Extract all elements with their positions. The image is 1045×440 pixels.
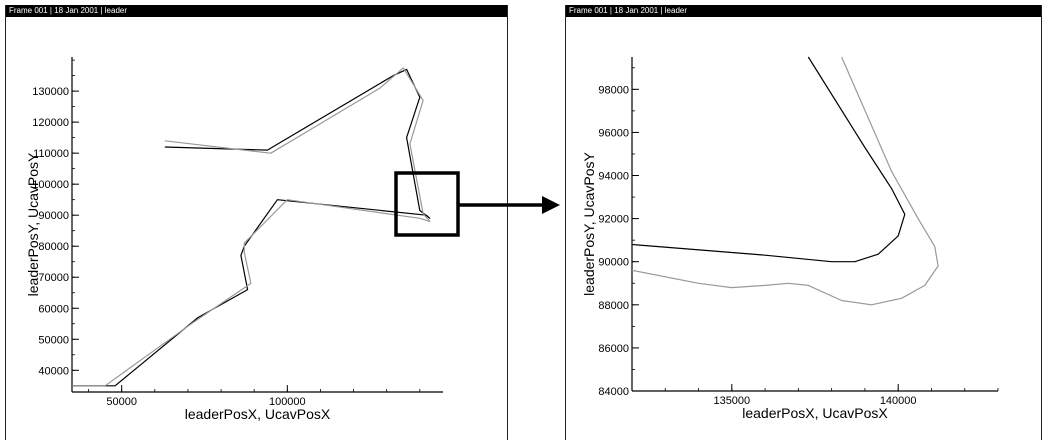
series-line-2 [632,56,939,306]
plot-area [632,56,939,306]
series-line-1 [632,56,906,263]
y-tick-label: 120000 [32,117,69,129]
left-frame: Frame 001 | 18 Jan 2001 | leader 40000 50… [5,5,508,440]
y-tick-label: 96000 [598,127,629,139]
x-axis-title: leaderPosX, UcavPosX [185,406,331,422]
y-tick-label: 60000 [38,303,69,315]
x-tick-label: 135000 [713,395,750,407]
zoom-box [394,171,460,237]
y-tick-label: 50000 [38,334,69,346]
left-frame-header: Frame 001 | 18 Jan 2001 | leader [6,5,507,17]
right-frame: Frame 001 | 18 Jan 2001 | leader 84000 86… [565,5,1042,440]
series-line-1 [72,68,431,387]
y-tick-label: 110000 [33,148,69,160]
y-tick-label: 94000 [598,171,629,183]
y-tick-label: 84000 [598,386,629,398]
y-tick-label: 100000 [32,179,69,191]
x-tick-label: 140000 [880,395,917,407]
y-tick-label: 80000 [38,241,69,253]
y-tick-label: 88000 [598,300,629,312]
right-frame-header: Frame 001 | 18 Jan 2001 | leader [566,5,1041,17]
y-tick-label: 130000 [32,86,69,98]
plot-area [72,67,431,387]
y-tick-label: 40000 [38,365,69,377]
x-tick-label: 50000 [106,396,137,408]
y-tick-label: 90000 [598,257,629,269]
left-chart: 40000 50000 60000 70000 80000 90000 100000 1100… [25,57,460,422]
x-axis-title: leaderPosX, UcavPosX [742,405,888,421]
y-tick-label: 70000 [38,272,69,284]
y-tick-label: 86000 [598,343,629,355]
y-tick-label: 90000 [38,210,69,222]
right-chart: 84000 86000 88000 90000 92000 94000 96000 98000… [581,56,999,421]
x-tick-label: 100000 [269,396,306,408]
y-tick-label: 92000 [598,214,629,226]
arrow-head [542,196,560,214]
series-line-2 [72,67,431,387]
y-axis-title: leaderPosY, UcavPosY [581,151,597,295]
y-tick-label: 98000 [598,84,629,96]
y-axis-title: leaderPosY, UcavPosY [25,152,41,296]
